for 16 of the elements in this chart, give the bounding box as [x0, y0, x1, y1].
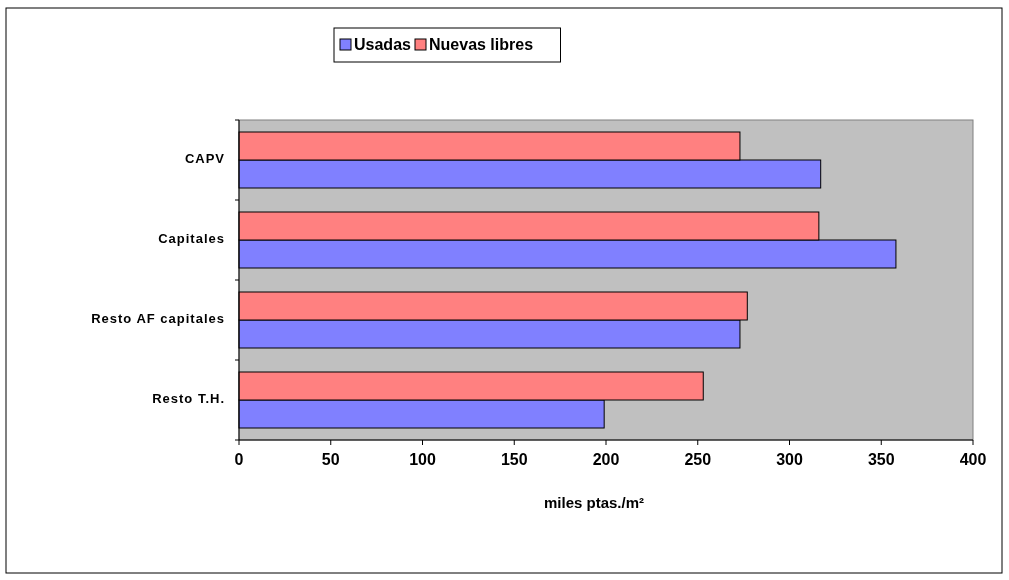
x-tick-label: 250: [684, 451, 712, 468]
x-tick-label: 150: [500, 451, 528, 468]
legend-label: Usadas: [354, 36, 412, 53]
x-tick-label: 400: [959, 451, 987, 468]
x-axis-title: miles ptas./m²: [543, 494, 645, 511]
y-tick-label: Resto AF capitales: [91, 311, 225, 327]
legend-label: Nuevas libres: [429, 36, 534, 53]
x-tick-label: 50: [321, 451, 340, 468]
x-tick-label: 100: [409, 451, 436, 468]
x-tick-label: 300: [776, 451, 803, 468]
y-tick-label: CAPV: [184, 151, 225, 167]
x-tick-label: 0: [234, 451, 244, 468]
y-tick-label: Capitales: [158, 231, 225, 247]
x-tick-label: 350: [867, 451, 895, 468]
x-tick-label: 200: [592, 451, 620, 468]
y-tick-label: Resto T.H.: [152, 391, 225, 407]
